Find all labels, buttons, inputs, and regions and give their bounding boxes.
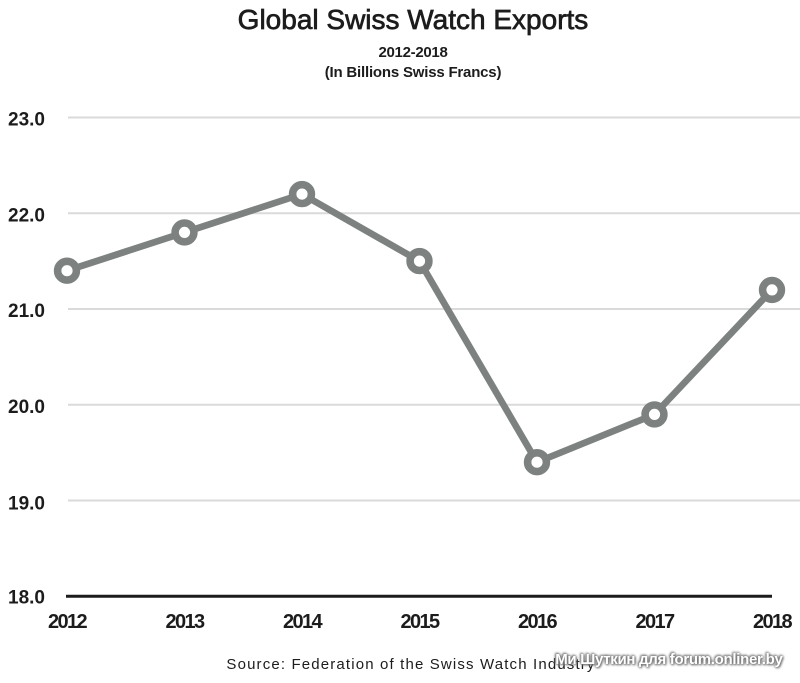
svg-text:2016: 2016 — [518, 611, 558, 633]
svg-text:23.0: 23.0 — [8, 110, 45, 131]
svg-text:2012-2018: 2012-2018 — [378, 44, 447, 61]
svg-text:Source: Federation of the Swis: Source: Federation of the Swiss Watch In… — [226, 656, 595, 673]
svg-text:2018: 2018 — [753, 611, 793, 633]
svg-text:22.0: 22.0 — [8, 205, 45, 226]
svg-text:20.0: 20.0 — [8, 397, 45, 418]
svg-text:Global Swiss Watch Exports: Global Swiss Watch Exports — [238, 4, 589, 35]
svg-text:18.0: 18.0 — [8, 588, 45, 609]
svg-text:2013: 2013 — [165, 611, 205, 633]
svg-text:2017: 2017 — [635, 611, 675, 633]
svg-text:19.0: 19.0 — [8, 494, 45, 515]
svg-text:2015: 2015 — [400, 611, 440, 633]
svg-text:(In Billions Swiss Francs): (In Billions Swiss Francs) — [325, 64, 502, 81]
svg-text:2012: 2012 — [48, 611, 88, 633]
svg-text:2014: 2014 — [283, 611, 324, 633]
svg-text:Ми Шуткин для forum.onliner.by: Ми Шуткин для forum.onliner.by — [555, 651, 783, 668]
svg-text:21.0: 21.0 — [8, 301, 45, 322]
